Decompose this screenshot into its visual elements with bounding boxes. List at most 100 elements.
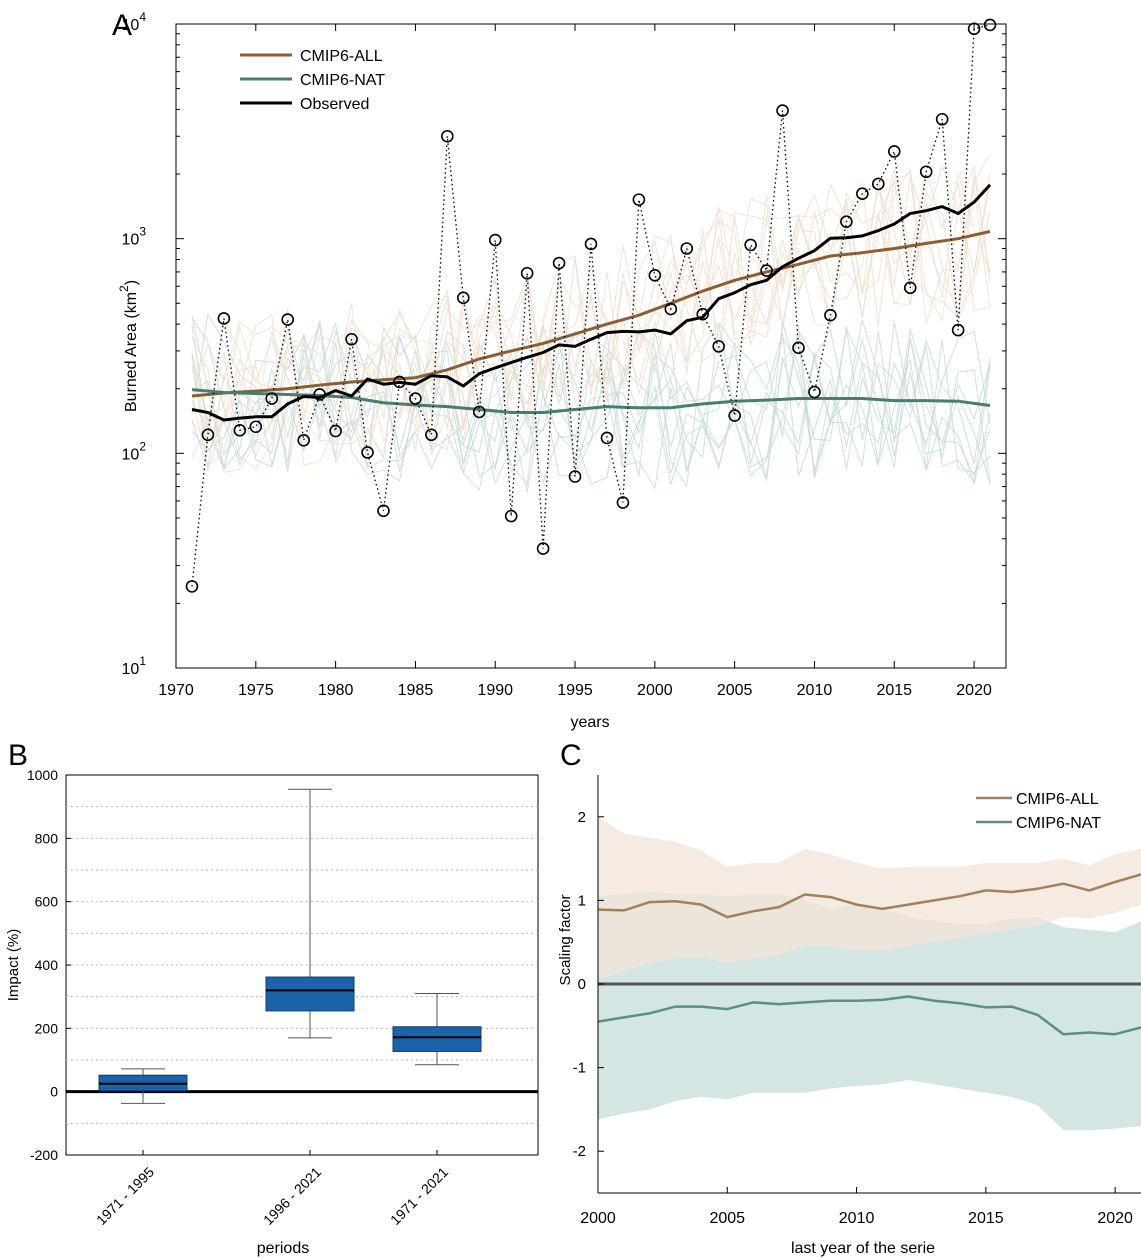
panel-b-xlabel: periods [257,1240,309,1257]
observed-point [840,215,853,228]
observed-point [776,104,789,117]
observed-point [488,233,502,247]
observed-point [903,281,917,295]
panel-c: 2000 2005 2010 2015 2020 -2 -1 0 1 2 last year o… [557,775,1141,1257]
y-tick-label: 600 [35,894,59,910]
observed-point [217,312,231,325]
panel-a: 1970 1975 1980 1985 1990 1995 2000 2005 2010 2015… [117,10,1007,731]
observed-point [441,129,454,143]
observed-point [983,18,997,32]
legend-label-cmip6-all: CMIP6-ALL [300,48,383,65]
panel-a-y-ticks: 101 102 103 104 [122,10,1006,678]
x-tick-label: 1971 - 2021 [387,1164,451,1228]
observed-point [281,313,295,326]
x-tick-label: 2010 [797,682,833,699]
observed-point [409,392,422,405]
y-tick-label: 200 [35,1020,59,1036]
box [265,976,355,1012]
panel-c-ylabel: Scaling factor [557,895,574,986]
observed-point [504,509,518,523]
ensemble-member-line [191,174,991,458]
observed-point [808,385,821,399]
observed-point [696,307,710,321]
x-tick-label: 1971 - 1995 [93,1164,157,1228]
observed-point [361,446,374,459]
x-tick-label: 1990 [477,682,513,699]
observed-point [664,302,678,316]
y-tick-label: 400 [35,957,59,973]
observed-point [393,375,406,389]
panel-c-y-ticks: -2 -1 0 1 2 [573,809,604,1160]
panel-a-axes-box [175,23,1007,669]
y-tick-label: 1000 [27,767,58,783]
observed-point [313,388,326,401]
series-line-cmip6-all [191,230,991,398]
box [392,1026,482,1052]
y-tick-label: 0 [50,1084,58,1100]
observed-point [760,264,773,277]
observed-point [265,392,279,405]
observed-point [712,340,725,353]
x-tick-label: 2020 [1097,1210,1133,1227]
observed-point [632,193,646,206]
observed-point [297,434,310,447]
y-tick-label: 101 [122,654,147,678]
observed-point [680,242,694,255]
y-tick-label: 103 [122,225,147,249]
observed-point [233,424,247,437]
y-tick-label: 102 [122,439,147,463]
x-tick-label: 2005 [717,682,753,699]
panel-c-legend: CMIP6-ALL CMIP6-NAT [976,791,1101,832]
observed-point [568,470,582,483]
observed-point [600,431,614,445]
ensemble-member-line [191,312,991,493]
observed-point [425,428,438,442]
observed-point [552,256,566,270]
panel-a-observed [185,18,997,593]
observed-point [887,145,901,158]
ensemble-member-line [191,179,991,470]
series-line-cmip6-nat [597,995,1141,1036]
panel-b-x-ticks: 1971 - 1995 1996 - 2021 1971 - 2021 [93,1150,451,1228]
x-tick-label: 1970 [158,682,194,699]
x-tick-label: 2000 [580,1210,616,1227]
panel-c-bands [598,816,1141,1131]
x-tick-label: 1975 [238,682,274,699]
ensemble-member-line [191,319,991,483]
y-tick-label: -1 [573,1060,586,1077]
x-tick-label: 1995 [557,682,593,699]
x-tick-label: 2000 [637,682,673,699]
panel-a-x-ticks: 1970 1975 1980 1985 1990 1995 2000 2005 2010 2015… [158,24,992,699]
observed-point [919,165,933,179]
y-tick-label: 104 [122,10,147,34]
y-tick-label: 0 [578,976,586,993]
x-tick-label: 2015 [968,1210,1004,1227]
observed-point [345,332,358,346]
observed-dotted-line [191,24,991,587]
observed-point [536,542,550,555]
panel-b-boxes [98,788,482,1104]
observed-point [249,420,263,434]
ensemble-member-line [191,317,991,477]
observed-point [951,323,965,337]
observed-point [824,308,837,322]
panel-b: -200 0 200 400 600 800 1000 1971 - 1995 1996 - … [5,767,539,1257]
legend-label-c-cmip6-all: CMIP6-ALL [1016,791,1099,808]
legend-label-c-cmip6-nat: CMIP6-NAT [1016,815,1101,832]
observed-point [856,187,869,200]
x-tick-label: 2020 [956,682,992,699]
x-tick-label: 2005 [709,1210,745,1227]
panel-c-x-ticks: 2000 2005 2010 2015 2020 [580,1187,1133,1227]
x-tick-label: 2010 [839,1210,875,1227]
ensemble-member-line [191,324,991,487]
ensemble-member-line [191,164,991,458]
observed-point [201,428,215,442]
x-tick-label: 1980 [318,682,354,699]
legend-label-cmip6-nat: CMIP6-NAT [300,72,385,89]
panel-a-ylabel: Burned Area (km2) [117,280,140,412]
panel-b-ylabel: Impact (%) [5,929,22,1002]
panel-c-xlabel: last year of the serie [791,1240,935,1257]
observed-point [377,504,390,518]
observed-point [744,238,757,252]
